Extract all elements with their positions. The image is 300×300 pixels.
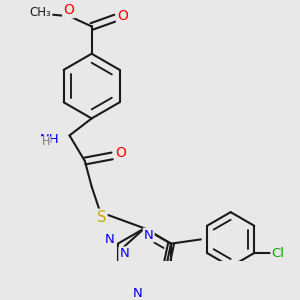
Text: Cl: Cl [272, 247, 285, 260]
Text: O: O [115, 146, 126, 161]
Text: N: N [104, 233, 114, 246]
Text: NH: NH [40, 133, 59, 146]
Text: CH₃: CH₃ [30, 6, 51, 19]
Text: S: S [97, 210, 106, 225]
Text: H: H [41, 137, 50, 147]
Text: N: N [144, 229, 154, 242]
Text: N: N [133, 287, 142, 300]
Text: N: N [119, 248, 129, 260]
Text: O: O [63, 3, 74, 17]
Text: O: O [117, 9, 128, 23]
